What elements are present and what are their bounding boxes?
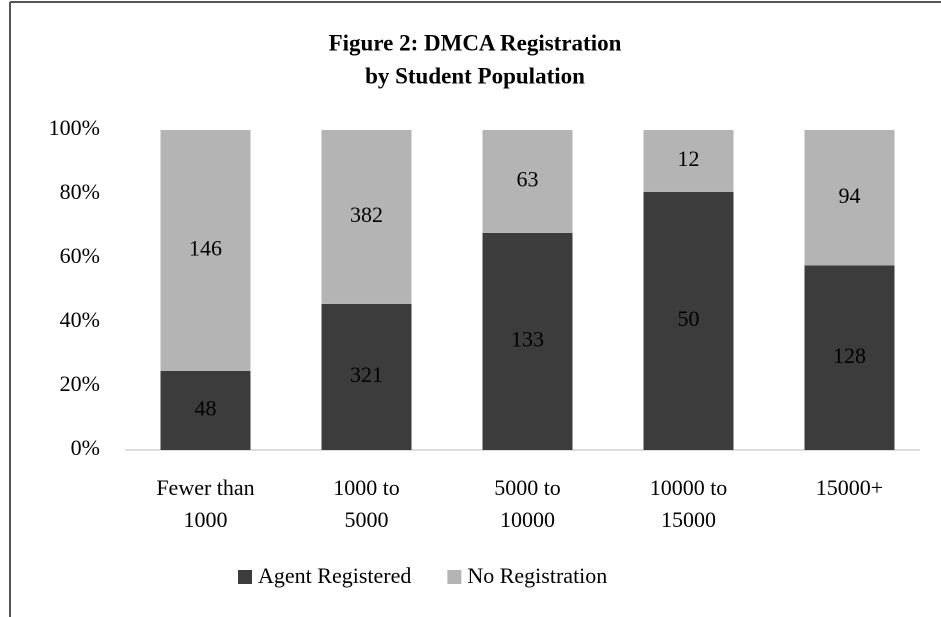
legend-label: No Registration — [467, 563, 607, 588]
bar-segment — [804, 265, 895, 450]
data-label: 50 — [678, 306, 700, 331]
x-tick-label: 15000 — [661, 507, 716, 532]
y-tick-label: 80% — [60, 179, 100, 204]
y-tick-label: 100% — [49, 115, 100, 140]
x-tick-label: Fewer than — [156, 475, 254, 500]
chart-title: Figure 2: DMCA Registration — [329, 30, 622, 55]
bar-segment — [321, 130, 412, 304]
data-label: 48 — [195, 395, 217, 420]
data-label: 94 — [839, 183, 861, 208]
x-tick-label: 5000 — [345, 507, 389, 532]
bar-segment — [160, 370, 251, 450]
bar-segment — [482, 232, 573, 450]
legend-swatch — [447, 570, 462, 584]
x-tick-label: 5000 to — [494, 475, 561, 500]
x-tick-label: 15000+ — [816, 475, 883, 500]
y-tick-label: 60% — [60, 243, 100, 268]
y-tick-label: 0% — [71, 435, 100, 460]
y-tick-label: 20% — [60, 371, 100, 396]
data-label: 133 — [511, 326, 544, 351]
data-label: 382 — [350, 202, 383, 227]
bar-segment — [160, 130, 251, 371]
data-label: 321 — [350, 362, 383, 387]
legend-label: Agent Registered — [258, 563, 411, 588]
bar-segment — [804, 130, 895, 266]
x-tick-label: 1000 — [184, 507, 228, 532]
bar-segment — [482, 130, 573, 233]
bar-segment — [643, 130, 734, 192]
data-label: 128 — [833, 343, 866, 368]
data-label: 12 — [678, 146, 700, 171]
bar-segment — [321, 303, 412, 450]
data-label: 63 — [517, 166, 539, 191]
legend-swatch — [238, 570, 252, 584]
x-tick-label: 10000 to — [650, 475, 728, 500]
bar-segment — [643, 191, 734, 450]
y-tick-label: 40% — [60, 307, 100, 332]
chart-title: by Student Population — [365, 63, 585, 88]
x-tick-label: 10000 — [500, 507, 555, 532]
x-tick-label: 1000 to — [333, 475, 400, 500]
data-label: 146 — [189, 235, 222, 260]
